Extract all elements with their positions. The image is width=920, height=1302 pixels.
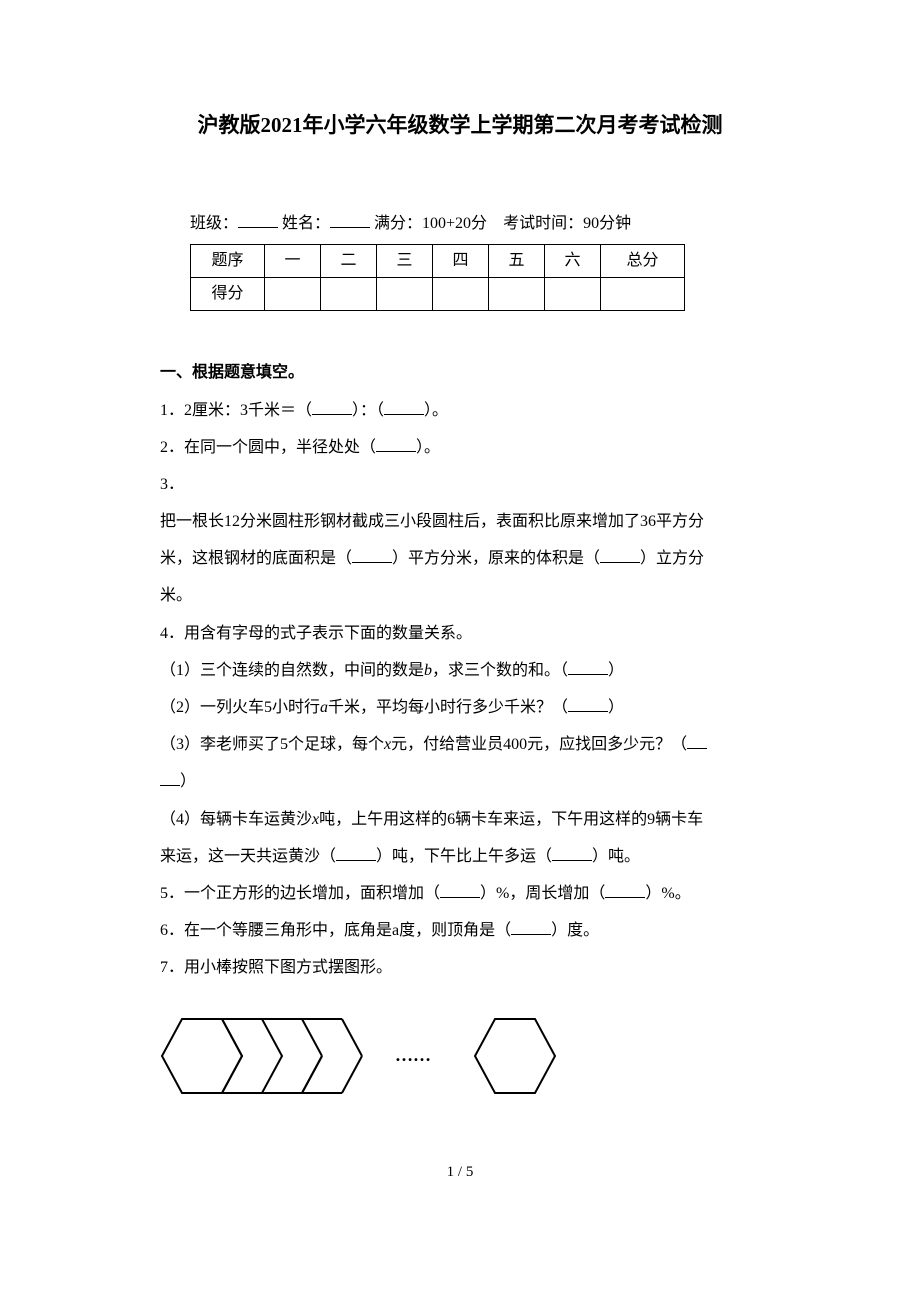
blank-input[interactable]	[552, 847, 592, 861]
question-5: 5．一个正方形的边长增加，面积增加（ ）%，周长增加（ ）%。	[160, 876, 760, 911]
hexagon-single-icon	[471, 1011, 559, 1101]
blank-input[interactable]	[384, 401, 424, 415]
score-table: 题序 一 二 三 四 五 六 总分 得分	[190, 244, 685, 311]
question-3-line1: 把一根长12分米圆柱形钢材截成三小段圆柱后，表面积比原来增加了36平方分	[160, 504, 760, 539]
q4-1-text-b: ，求三个数的和。（	[432, 662, 568, 679]
q4-3-text-b: 元，付给营业员400元，应找回多少元？（	[391, 736, 687, 753]
score-cell[interactable]	[601, 277, 685, 310]
question-4-3-cont: ）	[160, 764, 760, 799]
time-label: 考试时间：90分钟	[503, 215, 631, 232]
blank-input[interactable]	[687, 735, 707, 749]
ellipsis-icon: ……	[395, 1042, 431, 1069]
q5-text-b: ）%，周长增加（	[480, 885, 605, 902]
q1-text-c: ）。	[424, 402, 448, 419]
header-cell: 二	[321, 244, 377, 277]
table-score-row: 得分	[191, 277, 685, 310]
q4-1-text-c: ）	[608, 662, 624, 679]
score-cell[interactable]	[377, 277, 433, 310]
header-cell: 总分	[601, 244, 685, 277]
blank-input[interactable]	[568, 661, 608, 675]
var-b: b	[424, 662, 432, 679]
q2-text-b: ）。	[416, 439, 440, 456]
q4-3-text-a: （3）李老师买了5个足球，每个	[160, 736, 384, 753]
score-cell[interactable]	[433, 277, 489, 310]
header-cell: 六	[545, 244, 601, 277]
section-1-header: 一、根据题意填空。	[160, 361, 760, 385]
blank-input[interactable]	[352, 549, 392, 563]
score-cell[interactable]	[545, 277, 601, 310]
question-4-1: （1）三个连续的自然数，中间的数是b，求三个数的和。（ ）	[160, 653, 760, 688]
blank-input[interactable]	[568, 698, 608, 712]
score-cell[interactable]	[321, 277, 377, 310]
question-4-4: （4）每辆卡车运黄沙x吨，上午用这样的6辆卡车来运，下午用这样的9辆卡车	[160, 802, 760, 837]
q4-3-text-c: ）	[180, 773, 196, 790]
q4-4-text-e: ）吨。	[592, 848, 640, 865]
question-3-label: 3．	[160, 467, 760, 502]
q4-2-text-b: 千米，平均每小时行多少千米？（	[328, 699, 568, 716]
name-blank[interactable]	[330, 212, 370, 228]
q3-text-b: ）平方分米，原来的体积是（	[392, 550, 600, 567]
blank-input[interactable]	[600, 549, 640, 563]
q3-text-c: ）立方分	[640, 550, 704, 567]
q6-text-b: ）度。	[551, 922, 599, 939]
blank-input[interactable]	[336, 847, 376, 861]
q4-1-text-a: （1）三个连续的自然数，中间的数是	[160, 662, 424, 679]
page-title: 沪教版2021年小学六年级数学上学期第二次月考考试检测	[160, 110, 760, 142]
full-marks-label: 满分：100+20分	[374, 215, 487, 232]
q5-text-c: ）%。	[645, 885, 690, 902]
class-label: 班级：	[190, 215, 238, 232]
blank-input[interactable]	[511, 921, 551, 935]
exam-info-line: 班级： 姓名： 满分：100+20分 考试时间：90分钟	[160, 212, 760, 236]
question-4-2: （2）一列火车5小时行a千米，平均每小时行多少千米？（ ）	[160, 690, 760, 725]
question-4-label: 4．用含有字母的式子表示下面的数量关系。	[160, 616, 760, 651]
question-3-line2: 米，这根钢材的底面积是（ ）平方分米，原来的体积是（ ）立方分	[160, 541, 760, 576]
header-cell: 四	[433, 244, 489, 277]
q1-text-a: 1．2厘米：3千米＝（	[160, 402, 312, 419]
blank-input[interactable]	[376, 438, 416, 452]
q4-2-text-c: ）	[608, 699, 624, 716]
page-number: 1 / 5	[160, 1161, 760, 1184]
q4-4-text-d: ）吨，下午比上午多运（	[376, 848, 552, 865]
class-blank[interactable]	[238, 212, 278, 228]
var-a: a	[320, 699, 328, 716]
score-cell[interactable]	[489, 277, 545, 310]
q3-text-a: 米，这根钢材的底面积是（	[160, 550, 352, 567]
table-header-row: 题序 一 二 三 四 五 六 总分	[191, 244, 685, 277]
q4-4-text-a: （4）每辆卡车运黄沙	[160, 811, 312, 828]
header-cell: 五	[489, 244, 545, 277]
q1-text-b: ）：（	[352, 402, 384, 419]
blank-input[interactable]	[605, 884, 645, 898]
q4-2-text-a: （2）一列火车5小时行	[160, 699, 320, 716]
q4-4-text-b: 吨，上午用这样的6辆卡车来运，下午用这样的9辆卡车	[319, 811, 703, 828]
question-4-4-cont: 来运，这一天共运黄沙（ ）吨，下午比上午多运（ ）吨。	[160, 839, 760, 874]
question-2: 2．在同一个圆中，半径处处（ ）。	[160, 430, 760, 465]
score-cell[interactable]	[265, 277, 321, 310]
hexagon-diagram: ……	[160, 1011, 760, 1101]
blank-input[interactable]	[160, 772, 180, 786]
header-cell: 三	[377, 244, 433, 277]
q6-text-a: 6．在一个等腰三角形中，底角是a度，则顶角是（	[160, 922, 511, 939]
blank-input[interactable]	[440, 884, 480, 898]
question-6: 6．在一个等腰三角形中，底角是a度，则顶角是（ ）度。	[160, 913, 760, 948]
question-3-line3: 米。	[160, 578, 760, 613]
name-label: 姓名：	[282, 215, 330, 232]
header-cell: 一	[265, 244, 321, 277]
question-1: 1．2厘米：3千米＝（ ）：（ ）。	[160, 393, 760, 428]
q5-text-a: 5．一个正方形的边长增加，面积增加（	[160, 885, 440, 902]
header-cell: 题序	[191, 244, 265, 277]
hexagon-chain-icon	[160, 1011, 375, 1101]
question-4-3: （3）李老师买了5个足球，每个x元，付给营业员400元，应找回多少元？（	[160, 727, 760, 762]
q4-4-text-c: 来运，这一天共运黄沙（	[160, 848, 336, 865]
q2-text-a: 2．在同一个圆中，半径处处（	[160, 439, 376, 456]
row-label-cell: 得分	[191, 277, 265, 310]
blank-input[interactable]	[312, 401, 352, 415]
question-7: 7．用小棒按照下图方式摆图形。	[160, 950, 760, 985]
